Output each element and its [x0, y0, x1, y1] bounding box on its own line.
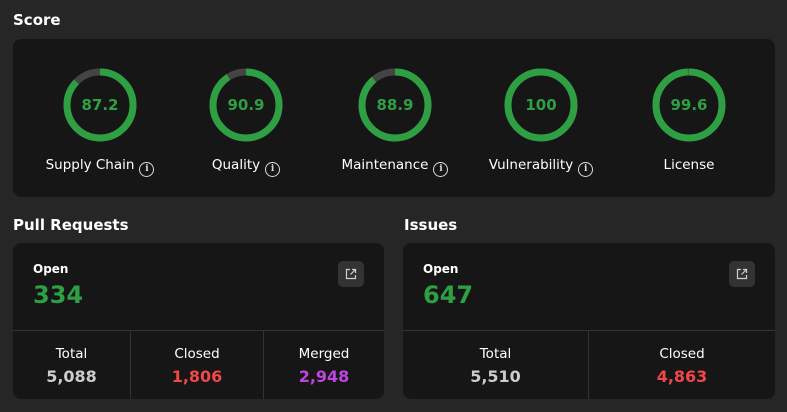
gauge-label: Vulnerability i [471, 157, 611, 177]
stat-value: 5,510 [470, 367, 521, 386]
external-link-icon [345, 268, 357, 280]
stat-total: Total 5,510 [403, 331, 589, 399]
issues-title: Issues [404, 216, 458, 234]
stat-value: 5,088 [46, 367, 97, 386]
gauge-arc [63, 68, 137, 142]
score-title: Score [13, 11, 61, 29]
pull-requests-title: Pull Requests [13, 216, 129, 234]
info-icon[interactable]: i [139, 162, 155, 177]
gauge-ring [504, 68, 578, 142]
pull-request-stats: Total 5,088 Closed 1,806 Merged 2,948 [13, 330, 384, 399]
open-label: Open [33, 262, 69, 276]
gauge-quality: 90.9 Quality i [176, 67, 316, 177]
issue-stats: Total 5,510 Closed 4,863 [403, 330, 775, 399]
gauge-label-text: Quality [211, 157, 261, 173]
gauge-label: Maintenance i [325, 157, 465, 177]
gauge-label: License [619, 157, 759, 173]
gauge-maintenance: 88.9 Maintenance i [325, 67, 465, 177]
gauge-value: 100 [525, 96, 557, 114]
stat-total: Total 5,088 [13, 331, 131, 399]
open-count: 334 [33, 281, 84, 309]
stat-closed: Closed 1,806 [131, 331, 264, 399]
open-pull-requests-button[interactable] [338, 261, 364, 287]
gauge-arc [209, 68, 283, 142]
gauge-label-text: Vulnerability [488, 157, 574, 173]
gauge-ring [63, 68, 137, 142]
stat-label: Total [479, 346, 512, 362]
pull-requests-card: Open 334 Total 5,088 Closed 1,806 Merged… [13, 243, 384, 399]
info-icon[interactable]: i [578, 162, 594, 177]
gauge-label: Quality i [176, 157, 316, 177]
issues-card: Open 647 Total 5,510 Closed 4,863 [403, 243, 775, 399]
stat-label: Closed [174, 346, 220, 362]
gauge-arc [504, 68, 578, 142]
gauge-label-text: Supply Chain [45, 157, 135, 173]
external-link-icon [736, 268, 748, 280]
open-issues-button[interactable] [729, 261, 755, 287]
stat-label: Total [55, 346, 88, 362]
stat-value: 2,948 [298, 367, 350, 386]
stat-value: 4,863 [656, 367, 708, 386]
gauge-ring [358, 68, 432, 142]
gauge-value: 99.6 [670, 96, 708, 114]
open-label: Open [423, 262, 459, 276]
score-card: 87.2 Supply Chain i 90.9 Quality i 88.9 Ma… [13, 39, 775, 197]
gauge-ring [209, 68, 283, 142]
stat-label: Closed [659, 346, 705, 362]
gauge-value: 87.2 [81, 96, 119, 114]
gauge-value: 88.9 [376, 96, 414, 114]
gauge-vulnerability: 100 Vulnerability i [471, 67, 611, 177]
gauge-label: Supply Chain i [30, 157, 170, 177]
gauge-arc [652, 68, 726, 142]
stat-label: Merged [298, 346, 350, 362]
info-icon[interactable]: i [265, 162, 281, 177]
stat-value: 1,806 [171, 367, 223, 386]
open-count: 647 [423, 281, 474, 309]
gauge-ring [652, 68, 726, 142]
stat-closed: Closed 4,863 [589, 331, 775, 399]
gauge-license: 99.6 License [619, 67, 759, 177]
gauge-supply-chain: 87.2 Supply Chain i [30, 67, 170, 177]
info-icon[interactable]: i [433, 162, 449, 177]
gauge-label-text: Maintenance [341, 157, 429, 173]
gauge-arc [358, 68, 432, 142]
gauge-label-text: License [663, 157, 715, 173]
stat-merged: Merged 2,948 [264, 331, 384, 399]
gauge-value: 90.9 [227, 96, 265, 114]
